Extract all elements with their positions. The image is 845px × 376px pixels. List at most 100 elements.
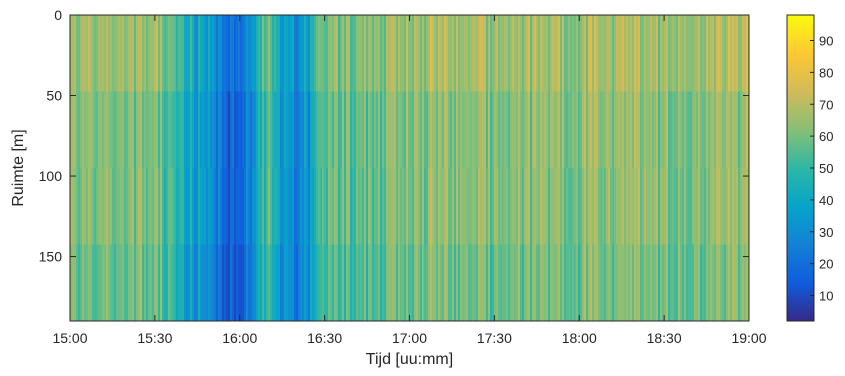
heatmap-cell <box>300 15 303 93</box>
heatmap-cell <box>366 244 369 321</box>
heatmap-cell <box>292 91 295 169</box>
heatmap-cell <box>416 15 419 93</box>
heatmap-cell <box>692 168 695 246</box>
x-tick-label: 18:00 <box>562 330 597 346</box>
heatmap-cell <box>500 168 503 246</box>
heatmap-cell <box>478 15 481 93</box>
heatmap-cell <box>674 91 677 169</box>
heatmap-cell <box>682 168 685 246</box>
heatmap-cell <box>160 244 163 321</box>
heatmap-cell <box>136 91 139 169</box>
heatmap-cell <box>90 168 93 246</box>
heatmap-cell <box>272 15 275 93</box>
heatmap-cell <box>564 244 567 321</box>
heatmap-cell <box>312 244 315 321</box>
heatmap-cell <box>530 244 533 321</box>
heatmap-cell <box>70 15 73 93</box>
heatmap-cell <box>656 15 659 93</box>
heatmap-cell <box>320 168 323 246</box>
heatmap-cell <box>636 15 639 93</box>
heatmap-cell <box>258 91 261 169</box>
heatmap-cell <box>378 244 381 321</box>
heatmap-cell <box>202 91 205 169</box>
heatmap-cell <box>130 91 133 169</box>
heatmap-cell <box>674 244 677 321</box>
heatmap-cell <box>118 15 121 93</box>
heatmap-cell <box>206 15 209 93</box>
heatmap-cell <box>368 244 371 321</box>
heatmap-cell <box>302 91 305 169</box>
heatmap-cell <box>680 244 683 321</box>
heatmap-cell <box>706 244 709 321</box>
heatmap-cell <box>142 15 145 93</box>
heatmap-cell <box>74 168 77 246</box>
x-tick-label: 17:30 <box>477 330 512 346</box>
heatmap-cell <box>124 15 127 93</box>
heatmap-cell <box>418 168 421 246</box>
heatmap-cell <box>438 244 441 321</box>
heatmap-cell <box>668 168 671 246</box>
heatmap-cell <box>334 91 337 169</box>
heatmap-cell <box>400 168 403 246</box>
heatmap-cell <box>448 15 451 93</box>
heatmap-cell <box>426 91 429 169</box>
heatmap-cell <box>728 15 731 93</box>
heatmap-cell <box>506 244 509 321</box>
heatmap-cell <box>366 15 369 93</box>
heatmap-cell <box>122 168 125 246</box>
heatmap-cell <box>160 15 163 93</box>
heatmap-cell <box>698 15 701 93</box>
heatmap-cell <box>352 244 355 321</box>
heatmap-cell <box>338 15 341 93</box>
heatmap-cell <box>320 91 323 169</box>
heatmap-cell <box>260 244 263 321</box>
heatmap-cell <box>184 91 187 169</box>
heatmap-cell <box>364 168 367 246</box>
heatmap-cell <box>208 15 211 93</box>
heatmap-cell <box>226 168 229 246</box>
heatmap-cell <box>258 15 261 93</box>
heatmap-cell <box>350 244 353 321</box>
heatmap-cell <box>474 168 477 246</box>
heatmap-cell <box>590 15 593 93</box>
heatmap-cell <box>688 168 691 246</box>
heatmap-cell <box>610 91 613 169</box>
heatmap-cell <box>250 15 253 93</box>
heatmap-cell <box>258 244 261 321</box>
heatmap-cell <box>616 15 619 93</box>
heatmap-cell <box>212 168 215 246</box>
heatmap-cell <box>572 15 575 93</box>
heatmap-cell <box>626 15 629 93</box>
heatmap-cell <box>626 91 629 169</box>
colorbar-tick-label: 70 <box>819 97 833 112</box>
heatmap-cell <box>254 91 257 169</box>
heatmap-cell <box>112 15 115 93</box>
heatmap-cell <box>218 244 221 321</box>
heatmap-cell <box>286 244 289 321</box>
heatmap-cell <box>282 168 285 246</box>
heatmap-cell <box>92 91 95 169</box>
heatmap-cell <box>564 91 567 169</box>
heatmap-cell <box>246 244 249 321</box>
heatmap-cell <box>288 15 291 93</box>
heatmap-cell <box>480 91 483 169</box>
heatmap-cell <box>320 244 323 321</box>
heatmap-cell <box>76 244 79 321</box>
heatmap-cell <box>180 91 183 169</box>
heatmap-cell <box>164 244 167 321</box>
heatmap-cell <box>672 15 675 93</box>
heatmap-cell <box>230 168 233 246</box>
heatmap-cell <box>570 168 573 246</box>
heatmap-cell <box>96 244 99 321</box>
heatmap-cell <box>244 244 247 321</box>
heatmap-cell <box>174 168 177 246</box>
heatmap-cell <box>348 15 351 93</box>
heatmap-cell <box>364 91 367 169</box>
heatmap-cell <box>718 244 721 321</box>
heatmap-cell <box>172 168 175 246</box>
heatmap-cell <box>302 15 305 93</box>
heatmap-cell <box>524 244 527 321</box>
x-axis-title: Tijd [uu:mm] <box>366 351 453 368</box>
heatmap-cell <box>516 244 519 321</box>
heatmap-cell <box>620 91 623 169</box>
